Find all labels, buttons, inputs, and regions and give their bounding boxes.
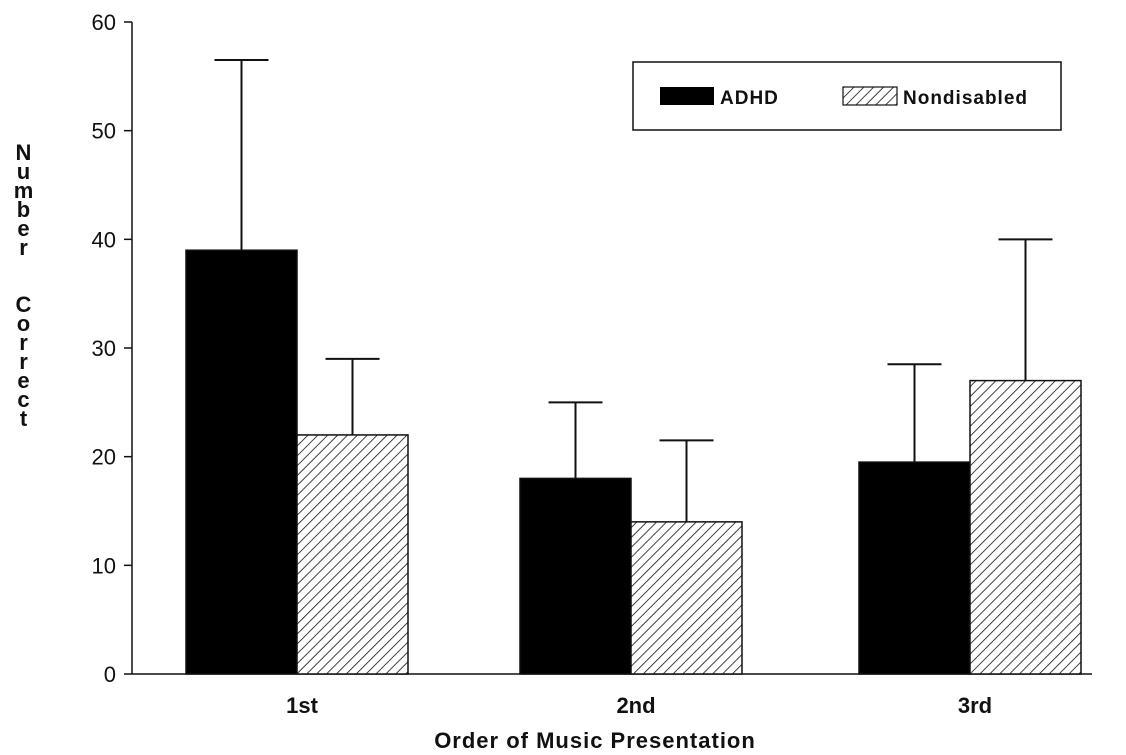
legend: ADHD Nondisabled: [632, 61, 1062, 131]
y-axis-title-letter: r: [19, 235, 29, 260]
y-tick-label: 50: [92, 119, 116, 144]
y-axis-title-letter: u: [17, 159, 31, 184]
y-tick-label: 0: [104, 662, 116, 687]
bar-adhd-1st: [185, 249, 298, 675]
y-axis-title-letter: b: [17, 197, 31, 222]
bars: [185, 249, 1082, 675]
x-axis-title: Order of Music Presentation: [434, 728, 756, 753]
legend-label-adhd: ADHD: [720, 88, 779, 109]
y-axis-title-letter: e: [17, 216, 30, 241]
error-bars: [214, 59, 1053, 522]
bar-nondisabled-3rd: [969, 379, 1082, 675]
y-axis-title-letter: t: [20, 406, 28, 431]
y-tick-label: 40: [92, 227, 116, 252]
x-tick-label: 2nd: [616, 693, 655, 718]
bar-nondisabled-2nd: [630, 521, 743, 675]
y-tick-label: 60: [92, 10, 116, 35]
x-tick-label: 1st: [286, 693, 318, 718]
y-tick-label: 30: [92, 336, 116, 361]
bar-adhd-2nd: [519, 477, 632, 675]
x-ticks: 1st 2nd 3rd: [286, 693, 992, 718]
legend-swatch-adhd: [660, 87, 714, 105]
y-axis-title-letter: c: [17, 387, 30, 412]
y-axis-title-letter: r: [19, 330, 29, 355]
y-axis-title-letter: e: [17, 368, 30, 393]
legend-label-nondisabled: Nondisabled: [903, 88, 1028, 109]
x-tick-label: 3rd: [958, 693, 992, 718]
legend-swatch-nondisabled: [842, 86, 898, 106]
y-tick-label: 10: [92, 553, 116, 578]
y-axis-title-letter: m: [14, 178, 35, 203]
y-axis-title-letter: o: [17, 311, 31, 336]
y-tick-label: 20: [92, 445, 116, 470]
bar-nondisabled-1st: [296, 434, 409, 675]
y-ticks: 0 10 20 30 40 50 60: [92, 10, 132, 687]
bar-adhd-3rd: [858, 461, 971, 675]
y-axis-title-letter: r: [19, 349, 29, 374]
y-axis-title-letter: N: [16, 140, 33, 165]
y-axis-title-letter: C: [16, 292, 33, 317]
